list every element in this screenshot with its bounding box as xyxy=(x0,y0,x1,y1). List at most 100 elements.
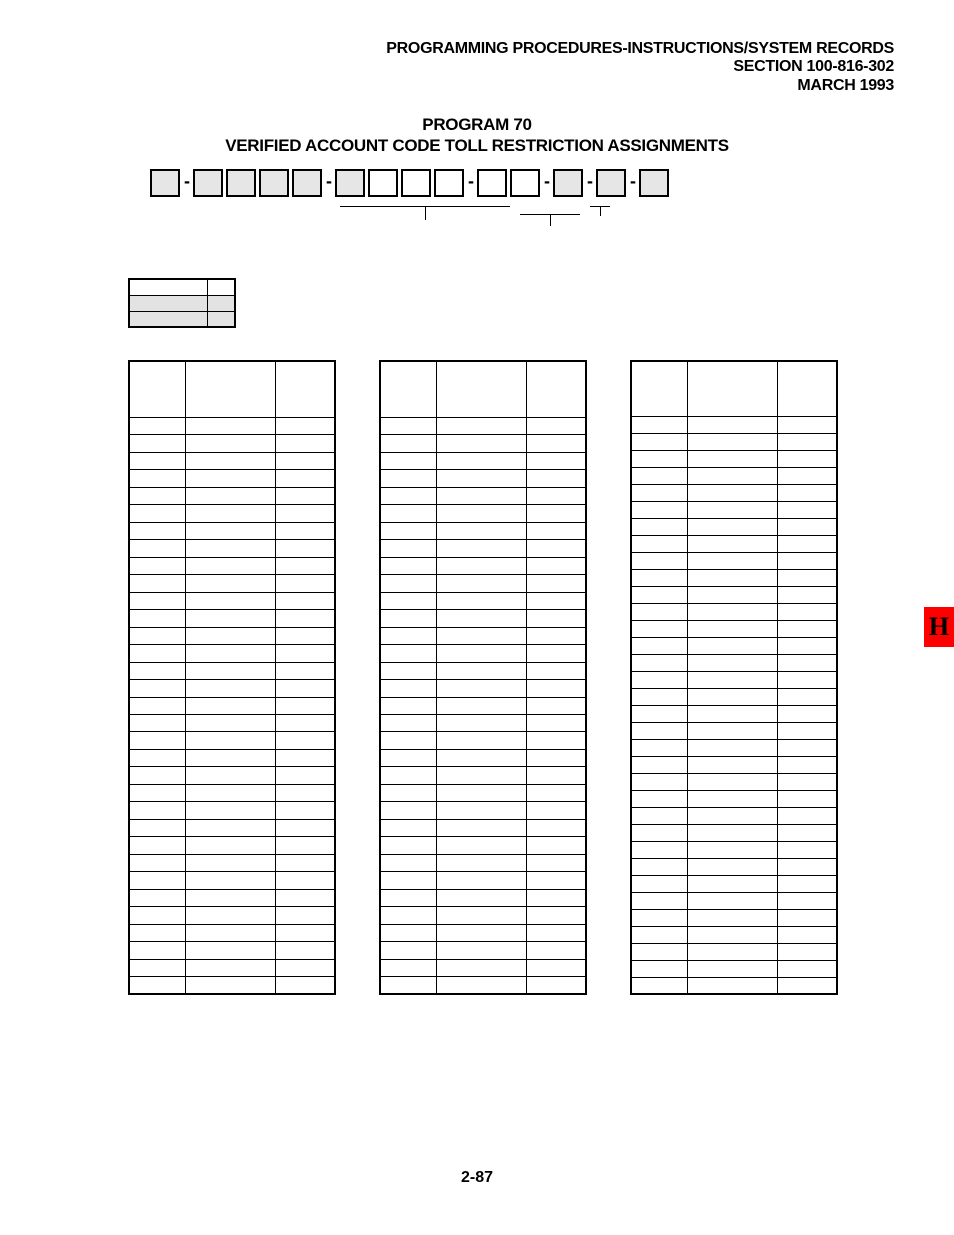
side-tab: H xyxy=(924,607,954,647)
key-box xyxy=(193,169,223,197)
table-row xyxy=(380,942,586,959)
table-row xyxy=(631,535,837,552)
title-line2: VERIFIED ACCOUNT CODE TOLL RESTRICTION A… xyxy=(0,135,954,156)
table-row xyxy=(129,854,335,871)
key-box xyxy=(259,169,289,197)
table-row xyxy=(129,977,335,994)
table-row xyxy=(631,688,837,705)
table-row xyxy=(380,470,586,487)
table-row xyxy=(631,637,837,654)
table-row xyxy=(129,311,235,327)
data-tables-container xyxy=(128,360,838,995)
table-row xyxy=(380,361,586,418)
table-row xyxy=(380,522,586,539)
table-row xyxy=(129,662,335,679)
table-row xyxy=(380,697,586,714)
key-box xyxy=(639,169,669,197)
table-row xyxy=(129,452,335,469)
table-row xyxy=(380,557,586,574)
table-row xyxy=(631,858,837,875)
table-row xyxy=(380,505,586,522)
page-number: 2-87 xyxy=(0,1169,954,1187)
key-sequence: - - - - - - xyxy=(150,168,672,198)
table-row xyxy=(380,645,586,662)
table-row xyxy=(380,732,586,749)
table-row xyxy=(129,872,335,889)
key-bracket-lines xyxy=(340,196,620,231)
feature-table xyxy=(128,278,236,328)
dash: - xyxy=(325,171,333,192)
table-row xyxy=(129,645,335,662)
table-row xyxy=(380,959,586,976)
table-row xyxy=(631,722,837,739)
table-row xyxy=(129,592,335,609)
table-row xyxy=(380,714,586,731)
table-row xyxy=(380,854,586,871)
table-row xyxy=(129,279,235,295)
bracket-line xyxy=(600,206,601,216)
dash: - xyxy=(586,171,594,192)
table-row xyxy=(129,784,335,801)
table-row xyxy=(631,773,837,790)
table-row xyxy=(631,807,837,824)
bracket-line xyxy=(425,206,426,220)
table-row xyxy=(129,749,335,766)
table-row xyxy=(380,819,586,836)
table-row xyxy=(129,889,335,906)
table-row xyxy=(631,960,837,977)
table-row xyxy=(129,610,335,627)
table-row xyxy=(631,739,837,756)
table-row xyxy=(129,732,335,749)
table-row xyxy=(380,872,586,889)
table-row xyxy=(631,620,837,637)
header-line2: SECTION 100-816-302 xyxy=(386,58,894,76)
key-box xyxy=(510,169,540,197)
table-row xyxy=(631,467,837,484)
table-row xyxy=(380,977,586,994)
dash: - xyxy=(543,171,551,192)
table-row xyxy=(631,671,837,688)
table-row xyxy=(631,433,837,450)
table-row xyxy=(631,824,837,841)
table-row xyxy=(631,586,837,603)
table-row xyxy=(631,450,837,467)
table-row xyxy=(631,501,837,518)
key-box xyxy=(477,169,507,197)
table-row xyxy=(631,841,837,858)
table-row xyxy=(380,575,586,592)
dash: - xyxy=(183,171,191,192)
table-row xyxy=(631,977,837,994)
table-row xyxy=(631,705,837,722)
key-box xyxy=(368,169,398,197)
table-row xyxy=(631,943,837,960)
table-row xyxy=(129,361,335,418)
table-row xyxy=(380,749,586,766)
table-row xyxy=(129,802,335,819)
key-box xyxy=(150,169,180,197)
title-line1: PROGRAM 70 xyxy=(0,114,954,135)
table-row xyxy=(380,784,586,801)
table-row xyxy=(631,892,837,909)
table-row xyxy=(380,487,586,504)
table-row xyxy=(380,452,586,469)
table-row xyxy=(380,924,586,941)
data-table xyxy=(630,360,838,995)
table-row xyxy=(129,540,335,557)
table-row xyxy=(380,662,586,679)
table-row xyxy=(631,552,837,569)
table-row xyxy=(380,592,586,609)
table-row xyxy=(631,909,837,926)
table-row xyxy=(129,295,235,311)
key-box xyxy=(596,169,626,197)
header-block: PROGRAMMING PROCEDURES-INSTRUCTIONS/SYST… xyxy=(386,40,894,95)
table-row xyxy=(129,505,335,522)
table-row xyxy=(129,924,335,941)
table-row xyxy=(129,959,335,976)
table-row xyxy=(380,627,586,644)
table-row xyxy=(380,435,586,452)
key-box xyxy=(335,169,365,197)
dash: - xyxy=(467,171,475,192)
table-row xyxy=(631,756,837,773)
table-row xyxy=(129,522,335,539)
key-box xyxy=(292,169,322,197)
